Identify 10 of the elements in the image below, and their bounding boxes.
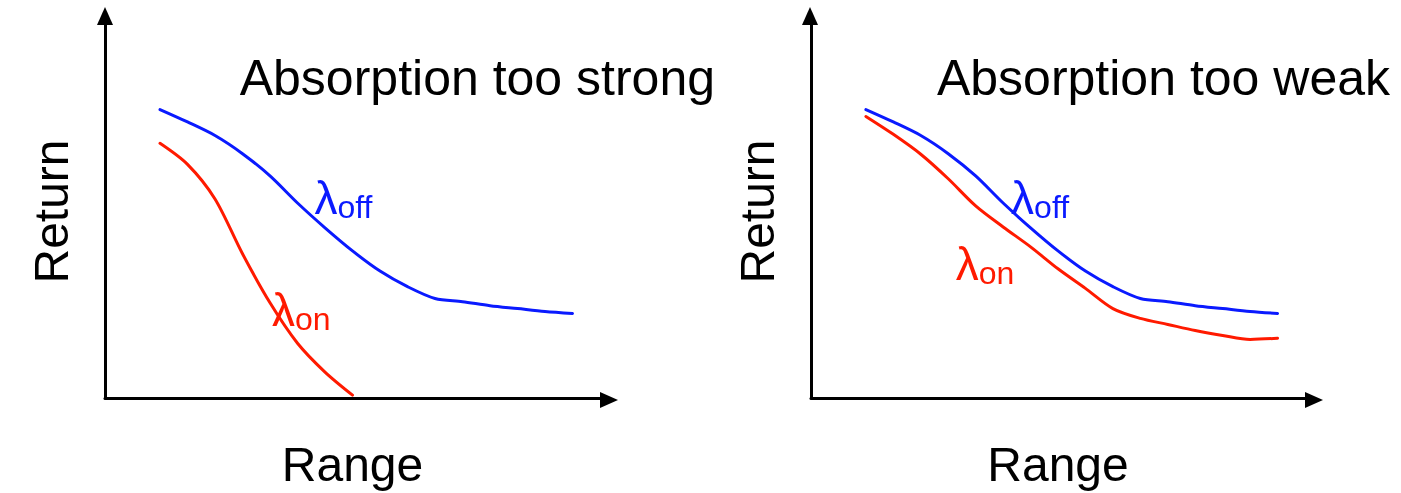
series-label: λon	[955, 237, 1015, 291]
y-axis-title: Return	[24, 139, 78, 284]
chart-title: Absorption too weak	[936, 50, 1391, 106]
series-label: λon	[272, 283, 331, 337]
series-label: λoff	[314, 172, 373, 226]
chart-title: Absorption too strong	[239, 50, 715, 106]
x-axis-title: Range	[987, 437, 1129, 491]
x-axis-title: Range	[281, 437, 424, 491]
series-label: λoff	[1011, 172, 1070, 226]
y-axis-title: Return	[730, 139, 784, 284]
